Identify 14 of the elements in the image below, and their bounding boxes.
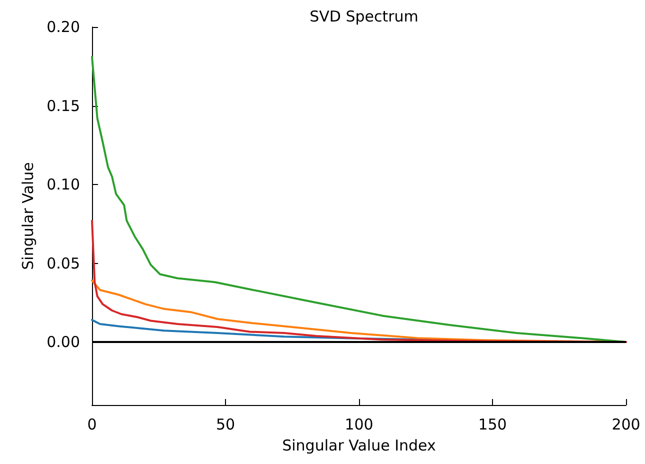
- y-tick-label: 0.00: [46, 333, 80, 351]
- x-tick-label: 200: [612, 416, 640, 434]
- y-tick-label: 0.20: [46, 18, 80, 36]
- y-tick-label: 0.10: [46, 176, 80, 194]
- y-axis-title: Singular Value: [19, 162, 38, 270]
- line-series: [91, 220, 627, 343]
- chart-title: SVD Spectrum: [310, 8, 418, 26]
- y-tick-label: 0.15: [46, 96, 80, 115]
- x-tick-label: 50: [216, 416, 236, 434]
- y-tick-label: 0.05: [46, 254, 80, 272]
- x-axis-title: Singular Value Index: [282, 436, 436, 454]
- x-tick-label: 0: [87, 416, 97, 434]
- x-tick-label: 150: [478, 416, 507, 434]
- x-tick-label: 100: [344, 416, 374, 434]
